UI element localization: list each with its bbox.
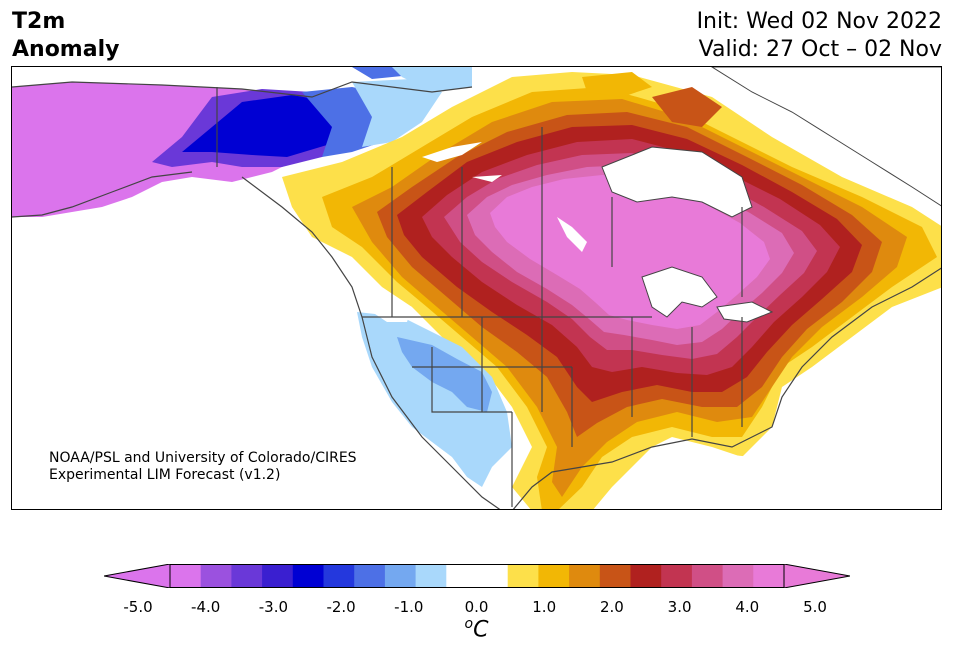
colorbar-tick-label: 2.0: [599, 598, 624, 616]
alaska-anomaly: [12, 67, 842, 217]
title-line-1: T2m: [12, 9, 66, 34]
colorbar-cell: [538, 564, 570, 588]
map-credit: NOAA/PSL and University of Colorado/CIRE…: [49, 450, 357, 484]
colorbar-cell: [415, 564, 447, 588]
colorbar-cell: [231, 564, 263, 588]
colorbar-cell: [446, 564, 478, 588]
init-date: Init: Wed 02 Nov 2022: [696, 9, 942, 34]
colorbar-ticks: -5.0 -4.0 -3.0 -2.0 -1.0 0.0 1.0 2.0 3.0 4.0 5.0: [0, 598, 953, 618]
colorbar-frame: [169, 564, 785, 588]
colorbar-cell: [292, 564, 324, 588]
colorbar-cell: [507, 564, 539, 588]
colorbar-tick-label: -2.0: [326, 598, 356, 616]
colorbar-cell: [661, 564, 693, 588]
colorbar-cell: [354, 564, 386, 588]
unit-degree: o: [464, 616, 474, 632]
colorbar-cell: [630, 564, 662, 588]
credit-line-2: Experimental LIM Forecast (v1.2): [49, 467, 281, 483]
colorbar-tick-label: 4.0: [735, 598, 760, 616]
colorbar-cell: [569, 564, 601, 588]
colorbar: [104, 564, 850, 588]
colorbar-tick-label: -5.0: [123, 598, 153, 616]
title-line-2: Anomaly: [12, 37, 120, 62]
colorbar-tick-label: 3.0: [667, 598, 692, 616]
colorbar-cell: [200, 564, 232, 588]
colorbar-cell: [384, 564, 417, 588]
southwest-cool-anomaly: [357, 297, 512, 487]
colorbar-over-extend: [783, 564, 850, 588]
colorbar-tick-label: -4.0: [191, 598, 221, 616]
colorbar-cell: [691, 564, 724, 588]
colorbar-tick-label: 0.0: [464, 598, 489, 616]
colorbar-cell: [323, 564, 355, 588]
unit-letter: C: [473, 617, 489, 643]
map-canvas: [12, 67, 941, 509]
colorbar-tick-label: 5.0: [803, 598, 827, 616]
map-title: T2m Anomaly: [12, 8, 119, 64]
valid-date: Valid: 27 Oct – 02 Nov: [698, 37, 942, 62]
colorbar-under-extend: [104, 564, 171, 588]
colorbar-cell: [262, 564, 294, 588]
colorbar-tick-label: 1.0: [532, 598, 557, 616]
colorbar-cell: [753, 564, 785, 588]
forecast-dates: Init: Wed 02 Nov 2022 Valid: 27 Oct – 02…: [697, 8, 942, 64]
colorbar-cell: [170, 564, 202, 588]
credit-line-1: NOAA/PSL and University of Colorado/CIRE…: [49, 450, 357, 466]
colorbar-tick-label: -3.0: [258, 598, 289, 616]
colorbar-tick-label: -1.0: [394, 598, 424, 616]
anomaly-map: NOAA/PSL and University of Colorado/CIRE…: [11, 66, 942, 510]
colorbar-cell: [722, 564, 754, 588]
colorbar-unit: oC: [0, 616, 953, 642]
map-borders: [12, 81, 941, 509]
colorbar-cell: [477, 564, 509, 588]
colorbar-cell: [599, 564, 631, 588]
